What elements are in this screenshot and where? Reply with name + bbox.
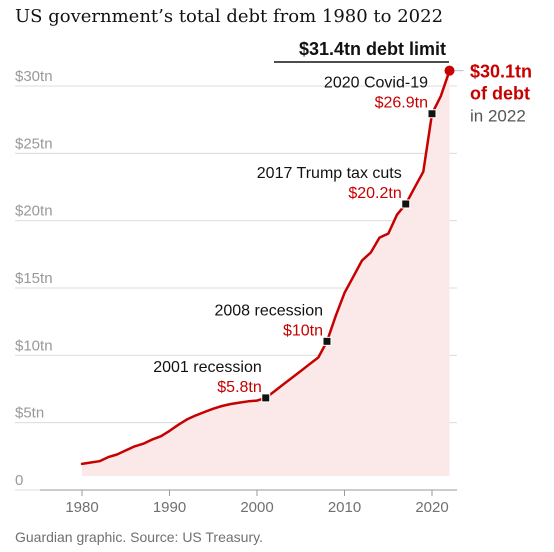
x-tick-label: 2010	[328, 499, 361, 516]
debt-limit-reference: $31.4tn debt limit	[274, 39, 449, 63]
x-tick-label: 1990	[153, 499, 186, 516]
x-tick-label: 1980	[65, 499, 98, 516]
annotation-value: $26.9tn	[375, 95, 428, 112]
y-tick-label: $15tn	[15, 270, 53, 287]
annotation-labels: 2001 recession $5.8tn 2008 recession $10tn 2…	[153, 62, 532, 396]
annotation-label: 2001 recession	[153, 359, 262, 376]
annotation-label: 2017 Trump tax cuts	[257, 165, 402, 182]
y-tick-label: $5tn	[15, 405, 44, 422]
y-tick-label: $25tn	[15, 135, 53, 152]
source-note: Guardian graphic. Source: US Treasury.	[15, 529, 263, 545]
annotation-value: $10tn	[283, 322, 323, 339]
x-tick-label: 2000	[240, 499, 273, 516]
gridlines: 0 $5tn $10tn $15tn $20tn $25tn $30tn	[15, 68, 457, 491]
debt-limit-label: $31.4tn debt limit	[299, 39, 446, 59]
y-tick-label: $30tn	[15, 68, 53, 85]
y-tick-label: $20tn	[15, 203, 53, 220]
y-tick-label: 0	[15, 472, 23, 489]
end-point-year: in 2022	[470, 107, 526, 126]
end-point-value: $30.1tn	[470, 62, 532, 82]
x-tick-label: 2020	[415, 499, 448, 516]
annotation-markers	[261, 65, 464, 403]
annotation-label: 2020 Covid-19	[324, 75, 428, 92]
annotation-marker	[427, 109, 437, 119]
annotation-value: $5.8tn	[217, 379, 261, 396]
annotation-value: $20.2tn	[348, 185, 401, 202]
annotation-marker	[322, 336, 332, 346]
area-fill-layer	[82, 70, 450, 476]
annotation-marker	[401, 199, 411, 209]
x-axis: 1980 1990 2000 2010 2020	[40, 489, 457, 516]
y-tick-label: $10tn	[15, 337, 53, 354]
annotation-marker	[261, 393, 271, 403]
end-point-dot	[444, 65, 455, 76]
annotation-label: 2008 recession	[214, 302, 323, 319]
area-fill	[82, 70, 450, 476]
chart-title: US government’s total debt from 1980 to …	[15, 6, 444, 27]
end-point-caption: of debt	[470, 84, 530, 104]
